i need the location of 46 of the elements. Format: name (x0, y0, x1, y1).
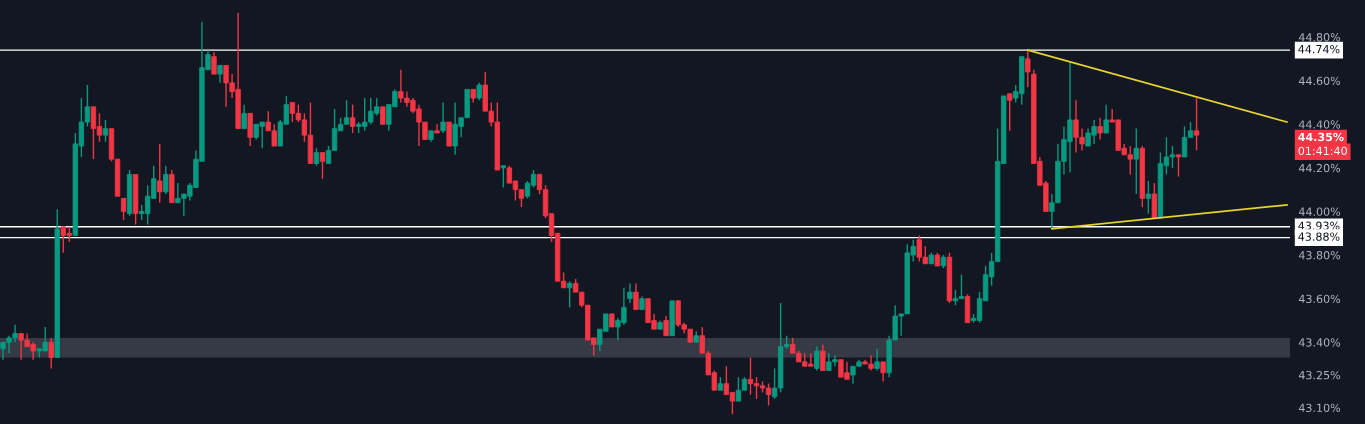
y-tick-label: 43.10% (1298, 403, 1341, 413)
y-tick-label: 44.20% (1298, 163, 1341, 173)
candlestick (500, 164, 507, 189)
candlestick (663, 315, 669, 337)
y-tick-label: 43.40% (1298, 338, 1341, 347)
candlestick (440, 101, 446, 134)
candlestick (1097, 117, 1103, 141)
candlestick (1175, 154, 1182, 178)
y-tick-label: 43.60% (1298, 294, 1341, 304)
candlestick (1133, 127, 1139, 195)
candlestick (1193, 97, 1200, 152)
candlestick (880, 361, 886, 383)
candlestick (446, 121, 452, 147)
y-tick-label: 43.80% (1298, 251, 1341, 260)
y-tick-label: 43.25% (1298, 370, 1341, 380)
text: 01:41:40 (1298, 146, 1347, 156)
y-tick-label: 44.40% (1298, 120, 1341, 129)
candlestick (241, 103, 247, 130)
candlestick (1151, 182, 1158, 219)
candlestick (566, 280, 573, 309)
candlestick (247, 112, 253, 147)
ref-line-label: 43.93% (1298, 221, 1340, 230)
candlestick (349, 103, 356, 134)
candlestick (120, 197, 127, 221)
candlestick (814, 345, 820, 372)
candlestick (1103, 103, 1109, 134)
candlestick (1145, 180, 1152, 215)
candlestick (1007, 93, 1013, 132)
candlestick (319, 151, 326, 180)
candlestick (820, 343, 826, 372)
candlestick (874, 348, 880, 372)
y-tick-label: 44.00% (1298, 207, 1341, 216)
candlestick (434, 123, 440, 134)
candlestick (633, 282, 639, 311)
candlestick (157, 143, 163, 204)
candlestick (627, 282, 633, 304)
candlestick (102, 119, 109, 143)
y-tick-label: 44.60% (1298, 76, 1341, 86)
candlestick (163, 164, 169, 195)
ref-line-label: 43.88% (1298, 232, 1340, 241)
candlestick (48, 337, 54, 370)
y-tick-label: 44.80% (1298, 33, 1341, 42)
candlestick (1025, 49, 1031, 88)
text: 44.35% (1298, 132, 1344, 142)
ref-line-label: 44.74% (1298, 44, 1340, 54)
candlestick (211, 51, 217, 75)
